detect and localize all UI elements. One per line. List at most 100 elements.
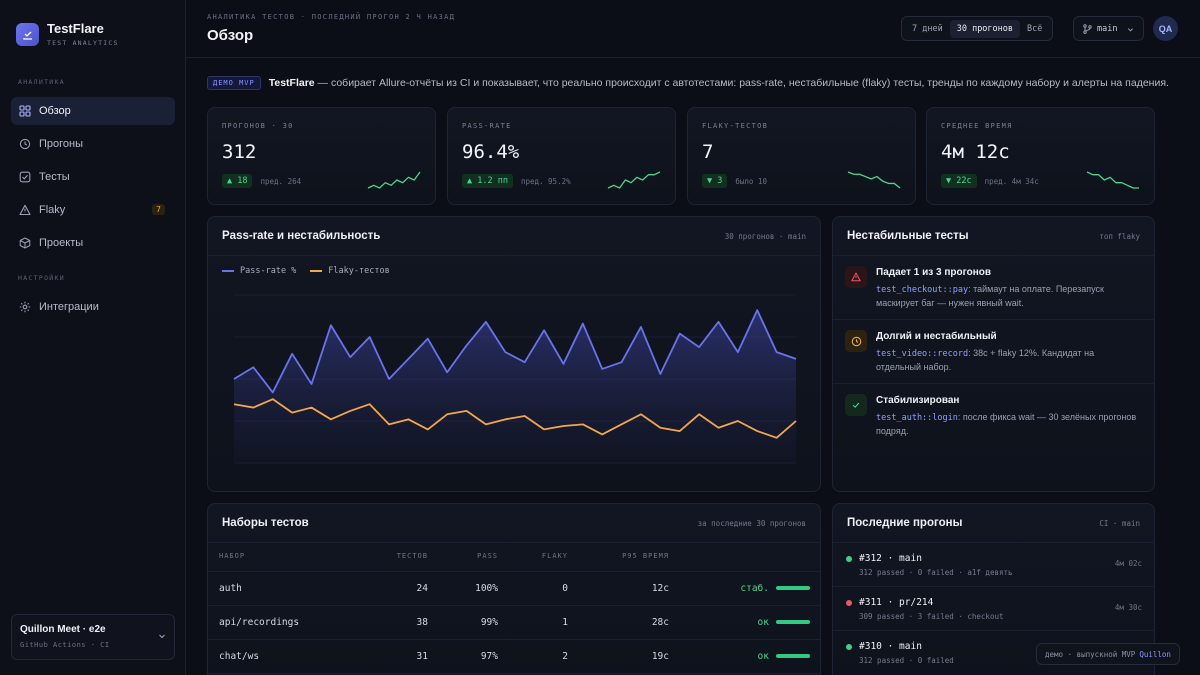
suite-flaky: 0	[498, 571, 568, 606]
workspace-sub: GitHub Actions · CI	[20, 641, 110, 649]
kpi-label: PASS-RATE	[462, 122, 512, 130]
flaky-panel-title: Нестабильные тесты	[847, 230, 969, 242]
kpi-value: 4м 12с	[941, 141, 1010, 163]
kpi-card-pass-rate: PASS-RATE 96.4% ▲ 1.2 пп пред. 95.2%	[447, 107, 676, 205]
run-summary: 309 passed · 3 failed · checkout	[859, 612, 1004, 621]
sidebar-item-runs[interactable]: Прогоны	[11, 130, 175, 158]
sidebar-item-tests[interactable]: Тесты	[11, 163, 175, 191]
suites-panel-meta: за последние 30 прогонов	[697, 519, 806, 528]
run-title: #312 · main	[859, 553, 922, 564]
sparkline-path	[1086, 171, 1139, 189]
flaky-item[interactable]: Падает 1 из 3 прогонов test_checkout::pa…	[833, 255, 1155, 319]
kpi-previous: пред. 264	[260, 176, 302, 186]
box-icon	[19, 237, 31, 249]
history-icon	[19, 138, 31, 150]
kpi-value: 312	[222, 141, 257, 163]
gear-icon	[19, 301, 31, 313]
clock-icon	[845, 330, 867, 352]
chart-legend: Pass-rate % Flaky-тестов	[222, 266, 404, 276]
run-duration: 4м 02с	[1114, 559, 1142, 568]
user-avatar[interactable]: QA	[1153, 16, 1178, 41]
kpi-sparkline	[1086, 171, 1139, 189]
column-header[interactable]: FLAKY	[498, 542, 568, 572]
kpi-label: FLAKY-ТЕСТОВ	[702, 122, 769, 130]
kpi-label: СРЕДНЕЕ ВРЕМЯ	[941, 122, 1013, 130]
demo-footer-badge[interactable]: демо · выпускной MVP Quillon	[1036, 643, 1180, 665]
table-row[interactable]: chat/ws 31 97% 2 19с ок	[208, 639, 820, 674]
git-branch-icon	[1083, 23, 1092, 34]
breadcrumb: АНАЛИТИКА ТЕСТОВ · ПОСЛЕДНИЙ ПРОГОН 2 Ч …	[207, 13, 456, 21]
column-header[interactable]: ТЕСТОВ	[348, 542, 428, 572]
suite-name: api/recordings	[208, 605, 348, 640]
run-status-dot	[846, 556, 852, 562]
flaky-item[interactable]: Долгий и нестабильный test_video::record…	[833, 319, 1155, 383]
column-header[interactable]: НАБОР	[208, 542, 348, 572]
brand-name: TestFlare	[47, 21, 104, 36]
top-header: АНАЛИТИКА ТЕСТОВ · ПОСЛЕДНИЙ ПРОГОН 2 Ч …	[186, 0, 1200, 58]
kpi-previous: пред. 95.2%	[520, 176, 571, 186]
checkbox-icon	[19, 171, 31, 183]
kpi-delta-badge: ▼ 3	[702, 174, 728, 188]
chart-panel: Pass-rate и нестабильность 30 прогонов ·…	[207, 216, 821, 492]
column-header[interactable]: PASS	[428, 542, 498, 572]
suites-panel-title: Наборы тестов	[222, 517, 309, 529]
sidebar-item-projects[interactable]: Проекты	[11, 229, 175, 257]
flaky-item-title: Падает 1 из 3 прогонов	[876, 267, 992, 278]
brand[interactable]: TestFlare TEST ANALYTICS	[16, 22, 119, 47]
sparkline-path	[607, 171, 661, 189]
flaky-tests-panel: Нестабильные тесты топ flaky Падает 1 из…	[832, 216, 1155, 492]
footer-text: демо · выпускной MVP	[1045, 649, 1136, 659]
column-header[interactable]: P95 ВРЕМЯ	[568, 542, 669, 572]
chart-panel-title: Pass-rate и нестабильность	[222, 230, 381, 242]
suite-status-label: ок	[757, 650, 769, 662]
run-item[interactable]: #311 · pr/214 309 passed · 3 failed · ch…	[833, 586, 1154, 630]
range-all-button[interactable]: Всё	[1027, 23, 1043, 34]
chevron-down-icon	[1127, 28, 1134, 32]
test-name: test_auth::login	[876, 413, 958, 423]
run-item[interactable]: #310 · main 312 passed · 0 failed	[833, 630, 1154, 674]
flaky-count-badge: 7	[152, 204, 165, 215]
sidebar-item-overview[interactable]: Обзор	[11, 97, 175, 125]
kpi-delta-badge: ▲ 18	[222, 174, 253, 188]
range-7-days-button[interactable]: 7 дней	[912, 23, 943, 34]
kpi-card-avg-time: СРЕДНЕЕ ВРЕМЯ 4м 12с ▼ 22с пред. 4м 34с	[926, 107, 1155, 205]
range-30-runs-button[interactable]: 30 прогонов	[949, 19, 1021, 38]
suite-status-bar	[776, 654, 810, 658]
run-status-dot	[846, 644, 852, 650]
flaky-item-text: : таймаут на оплате. Перезапуск маскируе…	[876, 284, 1104, 308]
table-row[interactable]: api/recordings 38 99% 1 28с ок	[208, 605, 820, 640]
flaky-item-desc: test_video::record: 38с + flaky 12%. Кан…	[876, 347, 1138, 374]
run-summary: 312 passed · 0 failed · a1f девять	[859, 568, 1013, 577]
run-title: #310 · main	[859, 641, 922, 652]
chart-panel-meta: 30 прогонов · main	[724, 232, 806, 241]
legend-swatch-pass-rate	[222, 270, 234, 272]
sidebar-item-integrations[interactable]: Интеграции	[11, 293, 175, 321]
run-summary: 312 passed · 0 failed	[859, 656, 954, 665]
suite-tests: 38	[348, 605, 428, 640]
suite-status-bar	[776, 586, 810, 590]
run-item[interactable]: #312 · main 312 passed · 0 failed · a1f …	[833, 542, 1154, 586]
brand-logo-icon	[16, 23, 39, 46]
intro-text: TestFlare — собирает Allure-отчёты из CI…	[269, 77, 1169, 89]
flaky-item-text: : 38с + flaky 12%. Кандидат на отдельный…	[876, 348, 1095, 372]
nav-section-settings: НАСТРОЙКИ	[18, 274, 65, 282]
range-selector: 7 дней 30 прогонов Всё	[901, 16, 1054, 41]
suite-tests: 24	[348, 571, 428, 606]
sidebar-item-flaky[interactable]: Flaky 7	[11, 196, 175, 224]
kpi-previous: пред. 4м 34с	[984, 176, 1039, 186]
column-header	[669, 542, 820, 572]
branch-selector[interactable]: main	[1073, 16, 1144, 41]
workspace-switcher[interactable]: Quillon Meet · e2e GitHub Actions · CI	[11, 614, 175, 660]
recent-runs-panel: Последние прогоны CI · main #312 · main …	[832, 503, 1155, 675]
suite-status-label: ок	[757, 616, 769, 628]
pass-rate-area	[234, 310, 796, 463]
suite-status: стаб.	[740, 583, 810, 594]
alert-triangle-icon	[845, 266, 867, 288]
intro-banner: ДЕМО MVP TestFlare — собирает Allure-отч…	[207, 76, 1169, 90]
table-row[interactable]: auth 24 100% 0 12с стаб.	[208, 571, 820, 606]
flaky-item-desc: test_auth::login: после фикса wait — 30 …	[876, 411, 1138, 438]
suite-pass: 99%	[428, 605, 498, 640]
suite-flaky: 2	[498, 639, 568, 674]
legend-label-pass-rate: Pass-rate %	[240, 266, 297, 276]
flaky-item[interactable]: Стабилизирован test_auth::login: после ф…	[833, 383, 1155, 447]
